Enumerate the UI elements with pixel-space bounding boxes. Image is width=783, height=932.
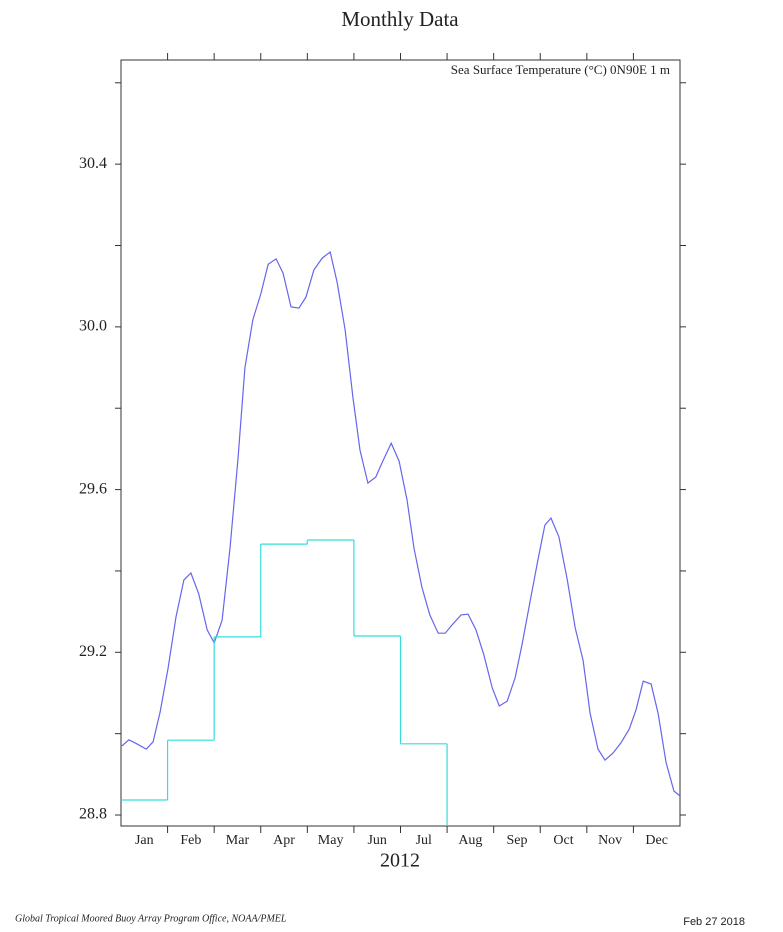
y-tick-label: 30.4 bbox=[79, 155, 107, 172]
x-tick-label: Dec bbox=[645, 833, 668, 848]
x-tick-label: Aug bbox=[458, 833, 482, 848]
subtitle: Sea Surface Temperature (°C) 0N90E 1 m bbox=[451, 62, 670, 77]
x-tick-label: Jul bbox=[416, 833, 432, 848]
x-axis-label: 2012 bbox=[380, 850, 420, 872]
plot-area bbox=[121, 250, 680, 826]
x-tick-label: Feb bbox=[180, 833, 201, 848]
x-tick-label: Sep bbox=[506, 833, 527, 848]
chart-title: Monthly Data bbox=[341, 7, 459, 31]
x-tick-label: Jun bbox=[367, 833, 386, 848]
footer: Global Tropical Moored Buoy Array Progra… bbox=[15, 913, 287, 924]
line bbox=[121, 250, 680, 797]
date: Feb 27 2018 bbox=[683, 916, 745, 928]
y-tick-label: 28.8 bbox=[79, 806, 107, 823]
x-tick-label: Nov bbox=[598, 833, 622, 848]
x-tick-label: Mar bbox=[226, 833, 250, 848]
x-tick-label: Jan bbox=[135, 833, 154, 848]
x-tick-label: Oct bbox=[553, 833, 573, 848]
x-tick-label: Apr bbox=[273, 833, 295, 848]
y-tick-label: 29.2 bbox=[79, 643, 107, 660]
x-tick-label: May bbox=[318, 833, 344, 848]
y-tick-label: 29.6 bbox=[79, 480, 107, 497]
y-tick-label: 30.0 bbox=[79, 318, 107, 335]
